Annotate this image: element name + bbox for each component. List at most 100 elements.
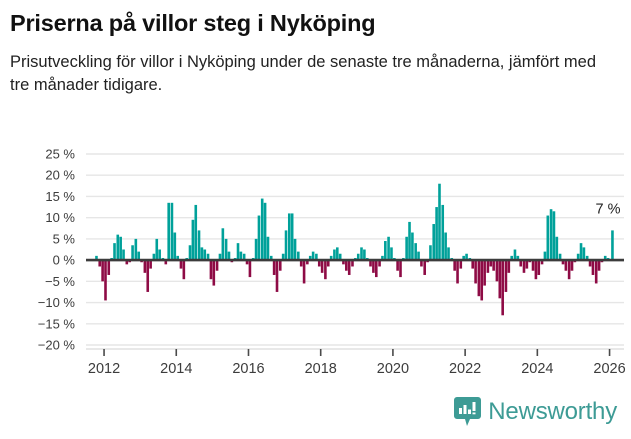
bar [486,260,490,273]
y-axis-tick-label: 0 % [53,253,76,268]
bar [525,260,529,269]
bar [333,249,336,261]
bar [513,249,517,261]
bar [372,260,375,273]
bar [356,253,360,261]
newsworthy-bar-chart-bubble-icon [454,397,482,426]
bar [191,219,195,261]
bar [176,255,180,261]
x-axis-tick-label: 2024 [521,361,553,377]
bar [546,215,550,261]
bar [498,260,502,299]
bar [534,260,538,280]
bar [137,251,141,261]
x-axis: 2012 2014 2016 2018 2020 2022 2024 2026 [86,348,626,377]
bar [326,260,330,267]
bar [543,251,547,261]
bar [387,236,390,261]
bar [336,247,339,261]
x-axis-tick-label: 2018 [305,361,337,377]
bar [158,249,161,261]
bar [260,198,264,261]
y-axis-tick-label: 10 % [45,210,75,225]
bar [342,260,345,265]
bar [236,243,240,261]
bar [423,260,426,275]
bar [239,251,243,261]
newsworthy-logo[interactable]: Newsworthy [454,397,617,427]
x-axis-tick-label: 2012 [88,361,120,377]
bar [495,260,499,282]
bar [405,236,408,261]
bar [269,255,273,261]
bar [209,260,213,280]
bar [194,204,198,261]
bar [567,260,571,280]
y-axis-tick-label: −15 % [38,316,76,331]
bar [492,260,495,271]
bar [215,260,219,271]
bar [582,247,586,261]
bar [227,251,231,261]
bar [272,260,276,275]
bar [462,255,465,261]
bar [302,260,306,284]
bar [119,236,122,261]
bar [459,260,463,269]
bar [113,243,116,261]
bar [275,260,279,292]
bar [588,260,592,267]
bar [414,243,417,261]
bar [477,260,481,297]
bar-series [95,183,614,316]
bar [329,255,333,261]
bar [122,249,125,261]
bar [254,238,258,261]
bar [338,253,342,261]
bar [146,260,150,292]
bar [218,253,222,261]
bar [507,260,511,273]
bar [603,255,607,261]
bar [143,260,147,273]
bar [320,260,324,273]
bar [501,260,504,316]
bar [522,260,526,273]
bar [396,260,399,271]
bar [474,260,477,284]
bar [164,260,168,265]
bar [287,213,291,261]
bar [266,236,270,261]
bar [597,260,601,271]
bar [281,253,285,261]
bar [306,260,309,265]
bar [429,245,432,261]
bar [480,260,484,301]
bar [308,255,312,261]
bar [345,260,348,271]
bar [570,260,574,271]
bar [290,213,294,261]
bar [95,255,98,261]
bar [173,232,177,261]
bar [200,247,204,261]
bar [444,232,447,261]
bar [116,234,120,261]
y-axis-tick-label: 15 % [45,189,75,204]
newsworthy-logo-text: Newsworthy [488,398,617,425]
y-axis-tick-label: 5 % [53,231,76,246]
bar [411,232,414,261]
bar [242,253,246,261]
bar [611,230,614,261]
bar [447,247,450,261]
bar [284,230,288,261]
bar [378,260,381,267]
bar [170,202,174,261]
y-axis-labels: 25 % 20 % 15 % 10 % 5 % 0 % −5 % −10 % −15 % −20 … [38,147,76,353]
bar [399,260,402,278]
bar [489,260,493,267]
bar [245,260,249,265]
bar [561,260,565,265]
y-axis-tick-label: −5 % [45,274,75,289]
bar [540,260,544,265]
